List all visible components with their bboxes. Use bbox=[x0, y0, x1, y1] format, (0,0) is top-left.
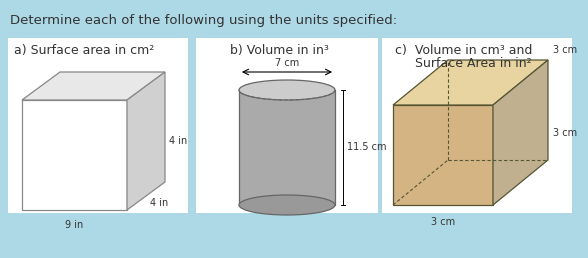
Polygon shape bbox=[393, 105, 493, 205]
Text: 9 in: 9 in bbox=[65, 220, 83, 230]
Text: 11.5 cm: 11.5 cm bbox=[347, 142, 386, 152]
Text: Determine each of the following using the units specified:: Determine each of the following using th… bbox=[10, 14, 397, 27]
Bar bbox=[8, 38, 188, 213]
Text: 4 in: 4 in bbox=[169, 136, 187, 146]
Text: Surface Area in in²: Surface Area in in² bbox=[395, 57, 532, 70]
Text: 7 cm: 7 cm bbox=[275, 58, 299, 68]
Text: 3 cm: 3 cm bbox=[553, 45, 577, 55]
Polygon shape bbox=[493, 60, 548, 205]
Text: 4 in: 4 in bbox=[150, 198, 168, 208]
Bar bbox=[196, 38, 378, 213]
Polygon shape bbox=[393, 60, 548, 105]
Ellipse shape bbox=[239, 195, 335, 215]
Polygon shape bbox=[22, 100, 127, 210]
Text: 3 cm: 3 cm bbox=[553, 127, 577, 138]
Text: b) Volume in in³: b) Volume in in³ bbox=[230, 44, 329, 57]
Polygon shape bbox=[22, 72, 165, 100]
Bar bbox=[382, 38, 572, 213]
Polygon shape bbox=[127, 72, 165, 210]
Text: c)  Volume in cm³ and: c) Volume in cm³ and bbox=[395, 44, 532, 57]
Ellipse shape bbox=[239, 80, 335, 100]
Bar bbox=[239, 90, 335, 205]
Text: 3 cm: 3 cm bbox=[431, 217, 455, 227]
Text: a) Surface area in cm²: a) Surface area in cm² bbox=[14, 44, 154, 57]
